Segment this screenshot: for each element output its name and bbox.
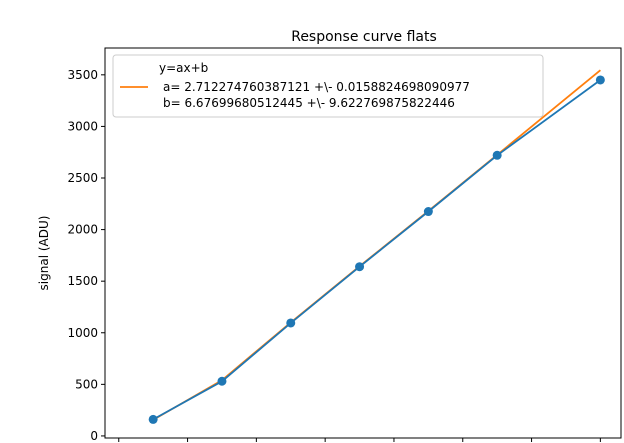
data-point <box>148 414 158 424</box>
y-axis: 0 500 1000 1500 2000 2500 3000 3500 <box>67 68 105 443</box>
y-tick-label: 2000 <box>67 223 98 237</box>
y-axis-label: signal (ADU) <box>37 216 51 291</box>
y-tick-label: 3500 <box>67 68 98 82</box>
y-tick-label: 3000 <box>67 119 98 133</box>
y-tick-label: 0 <box>90 429 98 443</box>
y-tick-label: 1500 <box>67 274 98 288</box>
data-point <box>492 150 502 160</box>
y-tick-label: 1000 <box>67 326 98 340</box>
legend-box <box>112 54 544 118</box>
legend-line2: b= 6.67699680512445 +\- 9.62276987582244… <box>163 96 455 110</box>
series-layer <box>148 69 605 424</box>
fit-line <box>152 69 601 421</box>
data-series-line <box>152 79 601 421</box>
legend-title: y=ax+b <box>159 61 208 75</box>
legend: y=ax+b a= 2.712274760387121 +\- 0.015882… <box>112 54 544 118</box>
y-tick-label: 2500 <box>67 171 98 185</box>
chart-title: Response curve flats <box>291 29 437 45</box>
data-point <box>423 207 433 217</box>
plot-frame <box>104 47 622 439</box>
y-tick-label: 500 <box>75 377 98 391</box>
data-point <box>286 318 296 328</box>
data-point <box>595 75 605 85</box>
x-axis <box>118 438 601 442</box>
data-point <box>355 262 365 272</box>
data-point <box>217 376 227 386</box>
legend-line1: a= 2.712274760387121 +\- 0.0158824698090… <box>163 80 470 94</box>
